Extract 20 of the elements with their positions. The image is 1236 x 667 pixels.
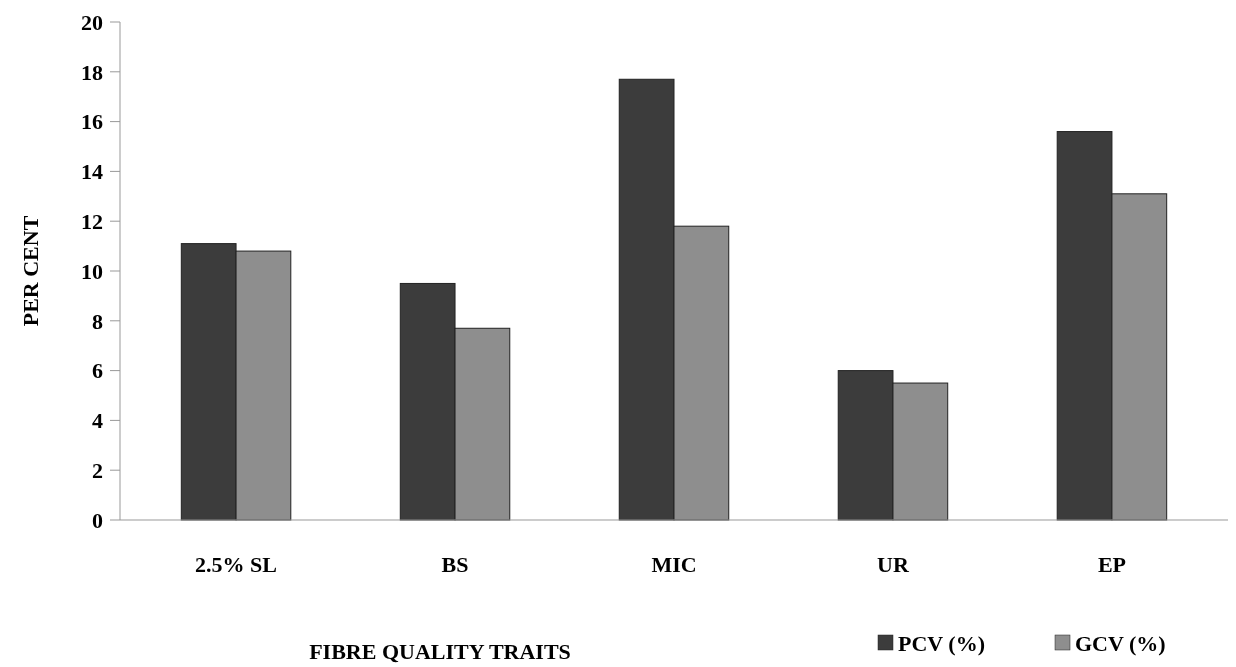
legend-label: GCV (%) bbox=[1075, 630, 1166, 656]
x-tick-label: EP bbox=[1097, 552, 1127, 577]
y-tick-label: 4 bbox=[92, 408, 103, 434]
y-tick-label: 10 bbox=[81, 258, 103, 284]
y-tick-label: 18 bbox=[81, 59, 103, 85]
x-tick-label: MIC bbox=[651, 552, 697, 577]
y-tick-label: 2 bbox=[92, 457, 103, 483]
x-axis-title: FIBRE QUALITY TRAITS bbox=[309, 639, 571, 664]
y-tick-label: 12 bbox=[81, 208, 103, 234]
y-tick-label: 8 bbox=[92, 308, 103, 334]
x-tick-label: UR bbox=[877, 552, 910, 577]
y-tick-label: 0 bbox=[92, 507, 103, 533]
legend-label: PCV (%) bbox=[898, 630, 985, 656]
x-tick-label: 2.5% SL bbox=[195, 552, 278, 577]
y-tick-label: 14 bbox=[81, 159, 103, 185]
x-tick-label: BS bbox=[441, 552, 469, 577]
y-tick-label: 6 bbox=[92, 358, 103, 384]
y-tick-label: 16 bbox=[81, 109, 103, 135]
y-axis-title: PER CENT bbox=[18, 215, 43, 327]
y-tick-label: 20 bbox=[81, 9, 103, 35]
